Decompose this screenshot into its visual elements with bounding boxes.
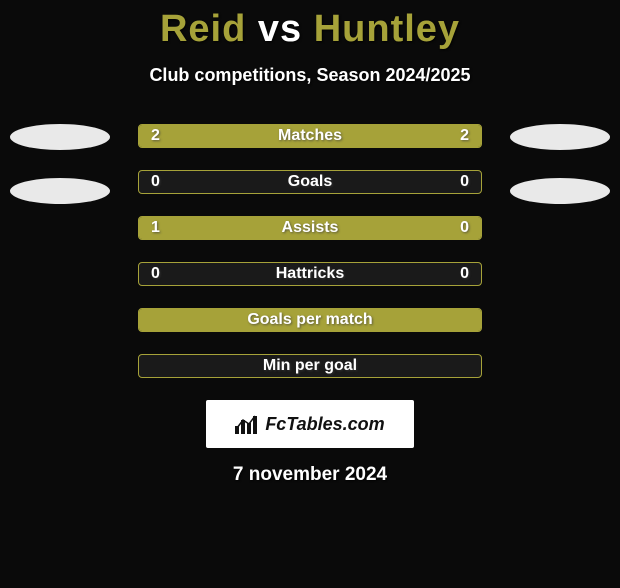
avatar bbox=[10, 178, 110, 204]
avatar bbox=[10, 124, 110, 150]
comparison-title: Reid vs Huntley bbox=[0, 8, 620, 51]
stat-bar: 00Hattricks bbox=[138, 262, 482, 286]
player1-name: Reid bbox=[160, 8, 246, 50]
player1-avatar-stack bbox=[10, 124, 110, 232]
stat-label: Goals per match bbox=[139, 309, 481, 331]
stat-label: Goals bbox=[139, 171, 481, 193]
generated-date: 7 november 2024 bbox=[0, 464, 620, 486]
subtitle: Club competitions, Season 2024/2025 bbox=[0, 65, 620, 86]
player2-name: Huntley bbox=[314, 8, 460, 50]
stat-label: Hattricks bbox=[139, 263, 481, 285]
stat-label: Matches bbox=[139, 125, 481, 147]
comparison-block: 22Matches 00Goals 10Assists 00Hattricks Goal… bbox=[0, 124, 620, 378]
stat-bar: 10Assists bbox=[138, 216, 482, 240]
stat-bar: 00Goals bbox=[138, 170, 482, 194]
stat-bar: 22Matches bbox=[138, 124, 482, 148]
avatar bbox=[510, 178, 610, 204]
stat-bar: Min per goal bbox=[138, 354, 482, 378]
stat-label: Assists bbox=[139, 217, 481, 239]
fctables-logo-icon bbox=[235, 414, 259, 434]
player2-avatar-stack bbox=[510, 124, 610, 232]
stat-label: Min per goal bbox=[139, 355, 481, 377]
branding-badge: FcTables.com bbox=[206, 400, 414, 448]
vs-separator: vs bbox=[258, 8, 302, 50]
stat-bars: 22Matches 00Goals 10Assists 00Hattricks Goal… bbox=[138, 124, 482, 378]
avatar bbox=[510, 124, 610, 150]
stat-bar: Goals per match bbox=[138, 308, 482, 332]
branding-text: FcTables.com bbox=[265, 414, 384, 435]
